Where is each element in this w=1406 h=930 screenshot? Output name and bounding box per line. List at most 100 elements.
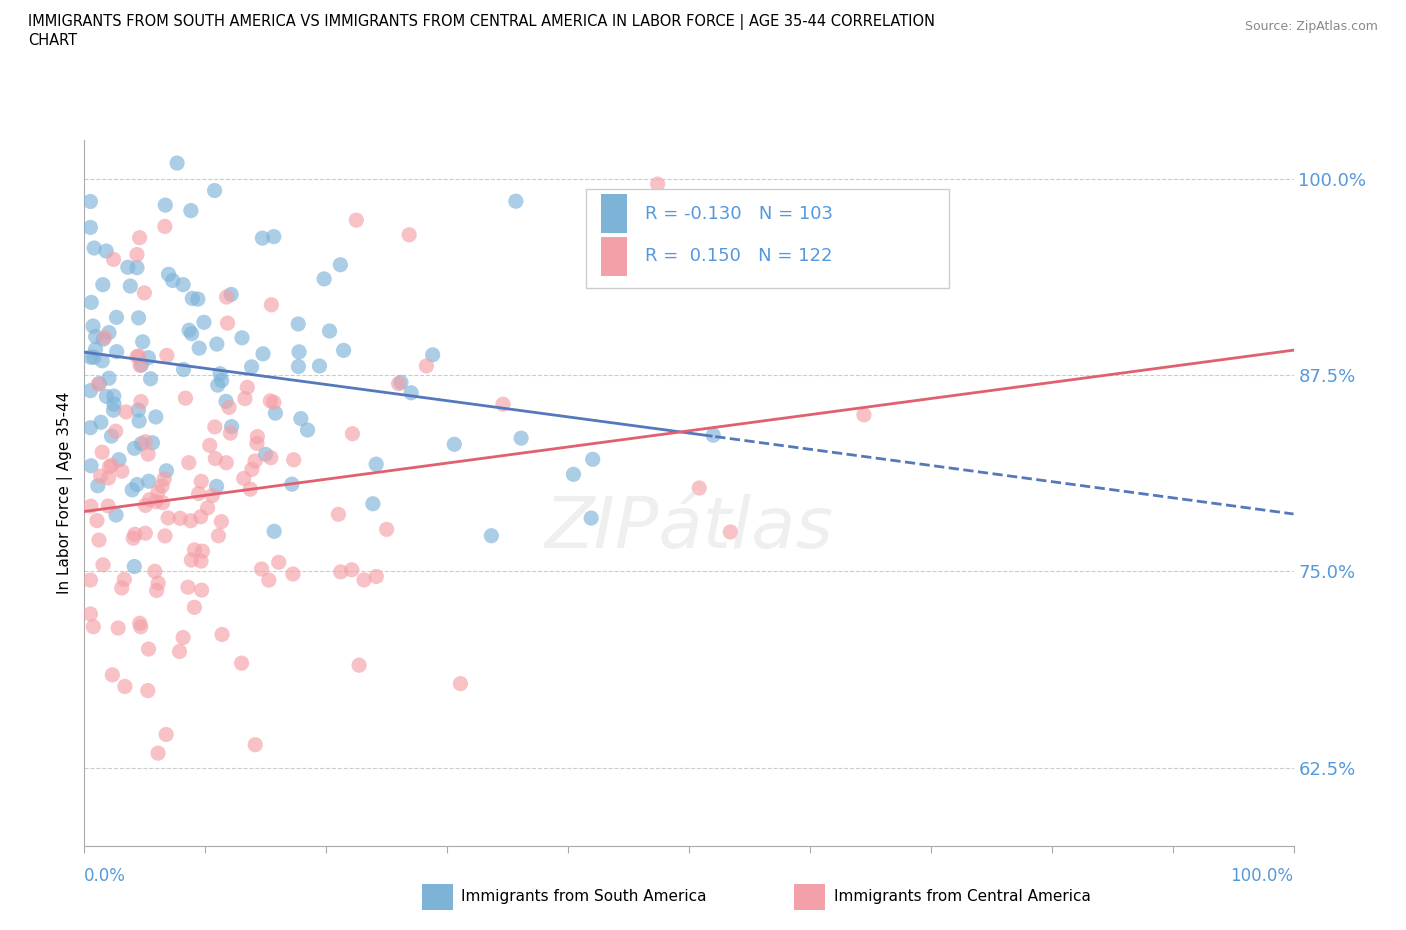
Point xyxy=(96,389,118,404)
Point xyxy=(190,583,212,598)
Point xyxy=(215,394,238,409)
Point xyxy=(246,429,269,444)
Point xyxy=(198,438,221,453)
Point xyxy=(344,213,367,228)
Text: Immigrants from Central America: Immigrants from Central America xyxy=(834,889,1091,904)
Point xyxy=(98,371,121,386)
Point xyxy=(138,351,160,365)
Point xyxy=(180,552,202,567)
Point xyxy=(347,658,370,672)
Point xyxy=(117,259,139,274)
Point xyxy=(134,498,156,512)
Point xyxy=(254,447,277,462)
Point xyxy=(260,450,283,465)
Point xyxy=(166,155,188,170)
Point xyxy=(375,522,398,537)
Point xyxy=(103,252,125,267)
Point xyxy=(79,350,101,365)
Point xyxy=(141,435,163,450)
Point xyxy=(139,371,162,386)
Point xyxy=(211,627,233,642)
Point xyxy=(190,553,212,568)
Point xyxy=(129,358,152,373)
Point xyxy=(80,458,103,473)
Point xyxy=(505,193,527,208)
Point xyxy=(79,220,101,235)
Point xyxy=(134,525,156,540)
Text: Source: ZipAtlas.com: Source: ZipAtlas.com xyxy=(1244,20,1378,33)
Point xyxy=(209,514,232,529)
Point xyxy=(328,507,350,522)
Point xyxy=(399,385,422,400)
Point xyxy=(443,437,465,452)
Point xyxy=(122,531,145,546)
Point xyxy=(188,340,211,355)
Point xyxy=(143,564,166,578)
Point xyxy=(138,473,160,488)
Point xyxy=(136,446,159,461)
Text: R = -0.130   N = 103: R = -0.130 N = 103 xyxy=(645,205,834,222)
Point xyxy=(187,486,209,501)
Point xyxy=(236,380,259,395)
Point xyxy=(193,315,215,330)
Point xyxy=(290,411,312,426)
Point xyxy=(246,436,269,451)
Point xyxy=(240,359,263,374)
Point xyxy=(107,620,129,635)
Point xyxy=(91,557,114,572)
Point xyxy=(179,323,201,338)
Point xyxy=(127,349,149,364)
Point xyxy=(111,580,134,595)
Point xyxy=(252,346,274,361)
Point xyxy=(260,298,283,312)
Point xyxy=(174,391,197,405)
Point xyxy=(231,330,253,345)
Point xyxy=(449,676,471,691)
Point xyxy=(180,203,202,218)
Text: 0.0%: 0.0% xyxy=(84,867,127,884)
Point xyxy=(219,287,242,302)
Point xyxy=(180,326,202,341)
Point xyxy=(579,511,602,525)
Point xyxy=(111,464,134,479)
Point xyxy=(492,397,515,412)
Point xyxy=(281,566,304,581)
Point xyxy=(87,377,110,392)
Point xyxy=(156,348,179,363)
Point xyxy=(101,668,124,683)
Point xyxy=(83,241,105,256)
Point xyxy=(218,400,240,415)
Point xyxy=(389,375,412,390)
Point xyxy=(82,319,104,334)
Point xyxy=(86,513,108,528)
Point xyxy=(114,679,136,694)
Point xyxy=(125,260,148,275)
Text: CHART: CHART xyxy=(28,33,77,47)
Point xyxy=(115,405,138,419)
Point xyxy=(172,277,194,292)
Point xyxy=(128,231,150,246)
Point xyxy=(688,481,710,496)
Point xyxy=(103,403,125,418)
Point xyxy=(80,295,103,310)
Point xyxy=(361,497,384,512)
Point xyxy=(207,528,229,543)
FancyBboxPatch shape xyxy=(586,189,949,288)
Point xyxy=(153,219,176,233)
Point xyxy=(93,330,115,345)
Point xyxy=(479,528,502,543)
Point xyxy=(329,258,352,272)
Point xyxy=(332,343,354,358)
Point xyxy=(231,656,253,671)
Point xyxy=(582,452,605,467)
Point xyxy=(79,573,101,588)
Point xyxy=(79,606,101,621)
Text: IMMIGRANTS FROM SOUTH AMERICA VS IMMIGRANTS FROM CENTRAL AMERICA IN LABOR FORCE : IMMIGRANTS FROM SOUTH AMERICA VS IMMIGRA… xyxy=(28,14,935,30)
Point xyxy=(232,471,254,485)
Point xyxy=(281,477,304,492)
Point xyxy=(145,409,167,424)
Point xyxy=(162,273,184,288)
Point xyxy=(131,436,153,451)
Point xyxy=(415,358,437,373)
Point xyxy=(131,357,153,372)
